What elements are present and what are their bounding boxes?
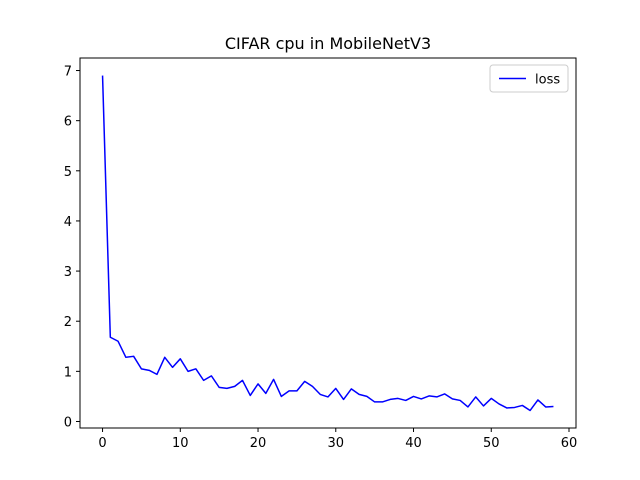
y-tick-label: 4: [64, 215, 72, 230]
plot-frame: [79, 57, 577, 429]
y-tick-label: 5: [64, 165, 72, 180]
plot-area: [79, 57, 577, 429]
y-tick-label: 0: [64, 415, 72, 430]
x-tick-label: 20: [250, 436, 267, 451]
legend-label: loss: [535, 73, 560, 88]
x-tick-label: 30: [328, 436, 345, 451]
y-axis: 0 1 2 3 4 5 6 7: [64, 65, 80, 430]
x-tick-label: 60: [561, 436, 578, 451]
x-tick-label: 0: [98, 436, 106, 451]
x-tick-label: 50: [483, 436, 500, 451]
series-line-loss: [101, 75, 554, 412]
chart-title: CIFAR cpu in MobileNetV3: [225, 34, 431, 53]
x-tick-label: 40: [405, 436, 422, 451]
x-tick-label: 10: [172, 436, 189, 451]
y-tick-label: 3: [64, 265, 72, 280]
legend-box: [489, 64, 569, 93]
x-axis: 0 10 20 30 40 50 60: [98, 428, 577, 451]
y-tick-label: 6: [64, 115, 72, 130]
y-tick-label: 2: [64, 315, 72, 330]
y-tick-label: 1: [64, 365, 72, 380]
y-tick-label: 7: [64, 65, 72, 80]
legend: loss: [489, 64, 569, 93]
series-layer: [101, 75, 554, 412]
